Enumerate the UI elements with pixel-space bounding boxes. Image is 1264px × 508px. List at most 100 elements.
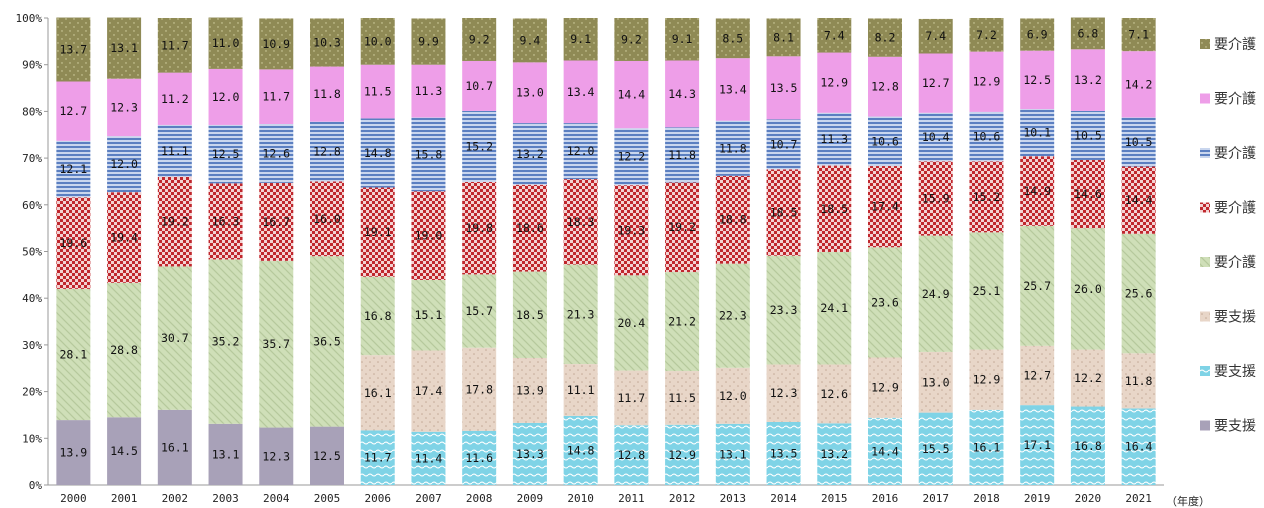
bar-segment — [360, 118, 395, 188]
bar-segment — [157, 409, 192, 485]
bar-segment — [512, 184, 547, 272]
bar-segment — [868, 18, 902, 57]
bar-segment — [1070, 17, 1105, 50]
bar-segment — [360, 355, 395, 431]
bar-segment — [665, 371, 700, 425]
bar-segment — [462, 274, 497, 348]
bar-segment — [969, 232, 1004, 350]
bar-segment — [411, 18, 446, 65]
bar-segment — [614, 425, 649, 485]
data-label: 12.5 — [212, 147, 240, 161]
data-label: 16.8 — [1074, 439, 1102, 453]
bar-segment — [969, 349, 1004, 410]
bar-segment — [157, 72, 192, 125]
data-label: 14.4 — [618, 88, 646, 102]
bar-segment — [563, 123, 598, 180]
bar-segment — [715, 423, 750, 485]
bar-segment — [259, 18, 294, 70]
bar-segment — [310, 121, 344, 182]
data-label: 13.4 — [719, 82, 747, 96]
legend-label: 要介護 — [1214, 146, 1256, 162]
x-tick-label: 2005 — [314, 492, 341, 505]
bar-segment — [208, 68, 243, 125]
data-label: 19.0 — [415, 229, 443, 243]
data-label: 11.7 — [161, 38, 189, 52]
bar-segment — [817, 423, 852, 485]
bar-segment — [360, 187, 395, 277]
data-label: 17.4 — [415, 384, 443, 398]
legend-item: 要支援 — [1200, 310, 1256, 326]
x-tick-label: 2019 — [1024, 492, 1051, 505]
data-label: 13.9 — [60, 446, 88, 460]
data-label: 13.9 — [516, 383, 544, 397]
bar-segment — [918, 412, 953, 485]
data-label: 9.1 — [570, 32, 591, 46]
data-label: 10.9 — [262, 37, 290, 51]
data-label: 24.9 — [922, 287, 950, 301]
legend-swatch — [1200, 202, 1210, 213]
bar-segment — [715, 367, 750, 424]
bar-segment — [1020, 109, 1055, 157]
bar-segment — [259, 124, 294, 183]
bar-segment — [1121, 51, 1156, 118]
data-label: 14.6 — [1074, 187, 1102, 201]
y-tick-label: 90% — [22, 59, 42, 72]
data-label: 16.3 — [212, 214, 240, 228]
legend-swatch — [1200, 366, 1210, 376]
data-label: 15.5 — [922, 442, 950, 456]
bar-segment — [310, 426, 344, 485]
data-labels: 13.9 28.1 19.6 12.1 12.7 13.7 14.5 28.8 19.4 12.0… — [60, 26, 1153, 465]
bar-segment — [1121, 353, 1156, 409]
data-label: 17.8 — [465, 382, 493, 396]
bar-segment — [918, 161, 953, 236]
bar-segment — [817, 18, 852, 53]
data-label: 24.1 — [820, 301, 848, 315]
legend-item: 要介護 — [1200, 37, 1256, 53]
data-label: 36.5 — [313, 334, 341, 348]
bar-segment — [766, 18, 801, 57]
x-tick-label: 2010 — [567, 492, 594, 505]
bar-segment — [817, 251, 852, 365]
data-label: 12.8 — [871, 80, 899, 94]
bar-segment — [512, 357, 547, 423]
y-tick-label: 30% — [22, 339, 42, 352]
bar-segment — [56, 140, 91, 198]
legend-swatch — [1200, 148, 1210, 158]
data-label: 11.5 — [668, 391, 696, 405]
legend-swatch — [1200, 257, 1210, 267]
y-tick-label: 20% — [22, 386, 42, 399]
data-label: 22.3 — [719, 309, 747, 323]
bar-segment — [56, 81, 91, 141]
bar-segment — [868, 247, 902, 358]
bar-segment — [107, 282, 142, 418]
bar-segment — [969, 161, 1004, 233]
bar-segment — [411, 350, 446, 432]
bar-segment — [208, 423, 243, 485]
data-label: 16.7 — [262, 215, 290, 229]
x-tick-label: 2014 — [770, 492, 797, 505]
bar-segment — [665, 272, 700, 372]
data-label: 13.5 — [770, 81, 798, 95]
data-label: 25.1 — [973, 284, 1001, 298]
data-label: 12.0 — [212, 90, 240, 104]
data-label: 19.1 — [364, 225, 392, 239]
y-tick-label: 100% — [16, 12, 43, 25]
bars — [56, 17, 1156, 485]
legend-label: 要介護 — [1214, 37, 1256, 53]
x-tick-label: 2020 — [1075, 492, 1102, 505]
bar-segment — [411, 64, 446, 118]
data-label: 11.8 — [1125, 374, 1153, 388]
data-label: 15.9 — [922, 191, 950, 205]
legend-item: 要介護 — [1200, 146, 1256, 162]
bar-segment — [1020, 405, 1055, 485]
axes: 0% 10% 20% 30% 40% 50% 60% 70% 80% 90% 100% 2000 200… — [16, 12, 1164, 505]
bar-segment — [512, 62, 547, 124]
bar-segment — [208, 259, 243, 424]
bar-segment — [665, 18, 700, 61]
data-label: 35.2 — [212, 335, 240, 349]
bar-segment — [107, 417, 142, 485]
data-label: 14.3 — [668, 87, 696, 101]
data-label: 18.6 — [516, 221, 544, 235]
bar-segment — [614, 18, 649, 61]
data-label: 13.1 — [212, 447, 240, 461]
